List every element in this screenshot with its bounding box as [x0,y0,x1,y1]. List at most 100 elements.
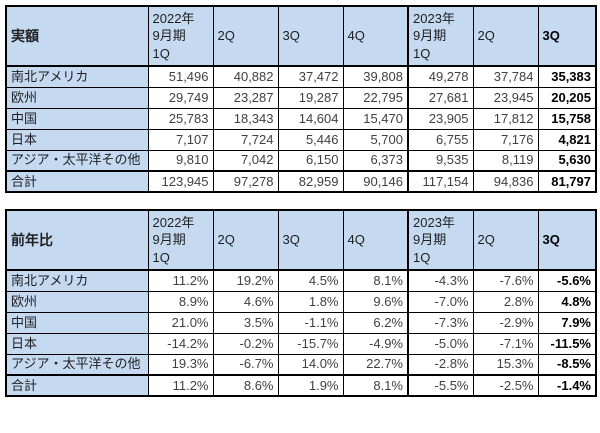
value-cell: 82,959 [277,170,344,193]
value-cell: 15,470 [342,107,409,130]
value-cell: 11.2% [147,374,214,397]
value-cell: 1.9% [277,374,344,397]
value-cell: 4.5% [277,269,344,292]
table-row: 日本 7,107 7,724 5,446 5,700 6,755 7,176 4,821 [5,128,597,151]
value-cell: -5.0% [407,332,474,355]
value-cell: -5.6% [537,269,597,292]
value-cell: 21.0% [147,311,214,334]
value-cell: 7,724 [212,128,279,151]
value-cell: 4.8% [537,290,597,313]
value-cell: 22,795 [342,86,409,109]
table-title-yoy: 前年比 [5,209,149,271]
row-label: 南北アメリカ [5,269,149,292]
column-header-fy2022-1q: 2022年 9月期 1Q [147,5,214,67]
table-row: 南北アメリカ 11.2% 19.2% 4.5% 8.1% -4.3% -7.6% -5.6% [5,269,597,292]
value-cell: 5,446 [277,128,344,151]
value-cell: -7.0% [407,290,474,313]
value-cell: 15,758 [537,107,597,130]
value-cell: 37,472 [277,65,344,88]
value-cell: 8.6% [212,374,279,397]
value-cell: 20,205 [537,86,597,109]
value-cell: 19,287 [277,86,344,109]
row-label: 日本 [5,128,149,151]
table-row: 欧州 8.9% 4.6% 1.8% 9.6% -7.0% 2.8% 4.8% [5,290,597,313]
table-row: 中国 21.0% 3.5% -1.1% 6.2% -7.3% -2.9% 7.9% [5,311,597,334]
value-cell: 97,278 [212,170,279,193]
value-cell: 2.8% [472,290,539,313]
value-cell: 7,107 [147,128,214,151]
value-cell: 8.1% [342,374,409,397]
column-header-3q-2023: 3Q [537,5,597,67]
value-cell: 5,630 [537,149,597,172]
column-header-2q-2023: 2Q [472,5,539,67]
row-label: アジア・太平洋その他 [5,353,149,376]
value-cell: 81,797 [537,170,597,193]
total-row: 合計 11.2% 8.6% 1.9% 8.1% -5.5% -2.5% -1.4% [5,374,597,397]
row-label: 中国 [5,107,149,130]
column-header-3q: 3Q [277,209,344,271]
column-header-fy2023-1q: 2023年 9月期 1Q [407,5,474,67]
row-label: 日本 [5,332,149,355]
value-cell: -4.9% [342,332,409,355]
value-cell: -7.1% [472,332,539,355]
value-cell: 18,343 [212,107,279,130]
table-row: アジア・太平洋その他 9,810 7,042 6,150 6,373 9,535 8,119… [5,149,597,172]
row-label: 欧州 [5,86,149,109]
value-cell: 4,821 [537,128,597,151]
header-row: 前年比 2022年 9月期 1Q 2Q 3Q 4Q 2023年 9月期 1Q 2… [5,209,597,271]
value-cell: -11.5% [537,332,597,355]
column-header-fy2022-1q: 2022年 9月期 1Q [147,209,214,271]
value-cell: -15.7% [277,332,344,355]
actual-amount-table: 実額 2022年 9月期 1Q 2Q 3Q 4Q 2023年 9月期 1Q 2Q… [5,5,597,193]
row-label: 欧州 [5,290,149,313]
value-cell: -2.5% [472,374,539,397]
value-cell: -7.3% [407,311,474,334]
value-cell: 19.3% [147,353,214,376]
value-cell: 7,042 [212,149,279,172]
yoy-change-table-body: 南北アメリカ 11.2% 19.2% 4.5% 8.1% -4.3% -7.6% -5.6% 欧… [5,269,597,397]
value-cell: -0.2% [212,332,279,355]
value-cell: 11.2% [147,269,214,292]
value-cell: 8.9% [147,290,214,313]
value-cell: 90,146 [342,170,409,193]
value-cell: 49,278 [407,65,474,88]
column-header-4q: 4Q [342,209,409,271]
value-cell: 9,810 [147,149,214,172]
value-cell: -6.7% [212,353,279,376]
value-cell: 51,496 [147,65,214,88]
value-cell: 14.0% [277,353,344,376]
value-cell: -1.1% [277,311,344,334]
value-cell: 15.3% [472,353,539,376]
value-cell: 29,749 [147,86,214,109]
table-title-actual: 実額 [5,5,149,67]
value-cell: 39,808 [342,65,409,88]
value-cell: 35,383 [537,65,597,88]
value-cell: 4.6% [212,290,279,313]
value-cell: 1.8% [277,290,344,313]
value-cell: -14.2% [147,332,214,355]
table-row: 欧州 29,749 23,287 19,287 22,795 27,681 23,945 20… [5,86,597,109]
value-cell: 6.2% [342,311,409,334]
value-cell: 37,784 [472,65,539,88]
value-cell: 9,535 [407,149,474,172]
total-label: 合計 [5,374,149,397]
total-row: 合計 123,945 97,278 82,959 90,146 117,154 94,836… [5,170,597,193]
yoy-change-table-header: 前年比 2022年 9月期 1Q 2Q 3Q 4Q 2023年 9月期 1Q 2… [5,209,597,271]
value-cell: 22.7% [342,353,409,376]
value-cell: 7,176 [472,128,539,151]
column-header-2q: 2Q [212,209,279,271]
header-row: 実額 2022年 9月期 1Q 2Q 3Q 4Q 2023年 9月期 1Q 2Q… [5,5,597,67]
row-label: 南北アメリカ [5,65,149,88]
table-row: アジア・太平洋その他 19.3% -6.7% 14.0% 22.7% -2.8% 15.3%… [5,353,597,376]
value-cell: 6,755 [407,128,474,151]
value-cell: -7.6% [472,269,539,292]
column-header-3q-2023: 3Q [537,209,597,271]
value-cell: 8,119 [472,149,539,172]
value-cell: 23,905 [407,107,474,130]
table-row: 日本 -14.2% -0.2% -15.7% -4.9% -5.0% -7.1% -11.5% [5,332,597,355]
yoy-change-table: 前年比 2022年 9月期 1Q 2Q 3Q 4Q 2023年 9月期 1Q 2… [5,209,597,397]
actual-amount-table-body: 南北アメリカ 51,496 40,882 37,472 39,808 49,278 37,7… [5,65,597,193]
value-cell: -1.4% [537,374,597,397]
table-row: 南北アメリカ 51,496 40,882 37,472 39,808 49,278 37,7… [5,65,597,88]
value-cell: -4.3% [407,269,474,292]
